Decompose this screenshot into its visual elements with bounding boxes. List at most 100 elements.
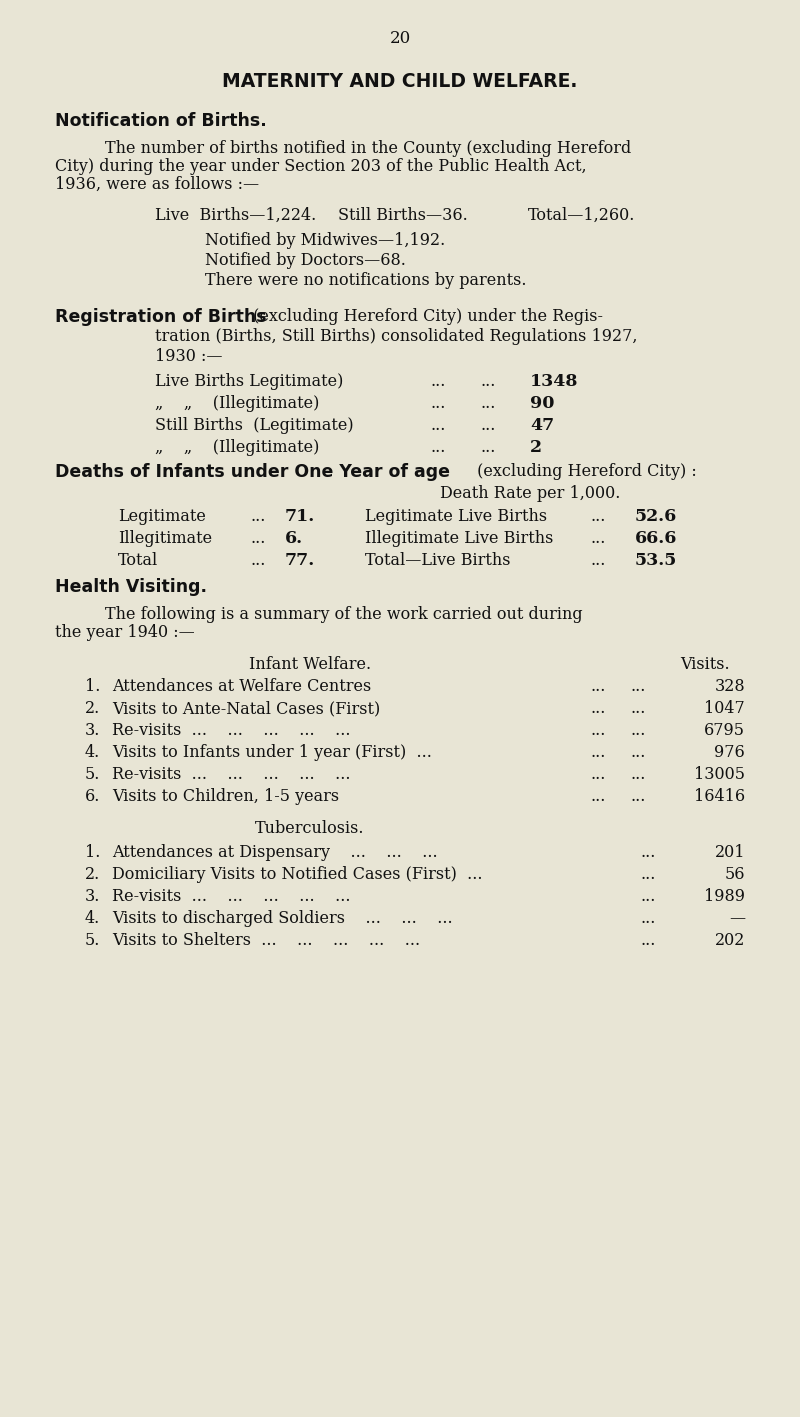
Text: ...: ...	[630, 788, 646, 805]
Text: 202: 202	[714, 932, 745, 949]
Text: 53.5: 53.5	[635, 553, 678, 570]
Text: ...: ...	[640, 845, 655, 862]
Text: ...: ...	[430, 373, 446, 390]
Text: —: —	[729, 910, 745, 927]
Text: 77.: 77.	[285, 553, 315, 570]
Text: Still Births—36.: Still Births—36.	[338, 207, 468, 224]
Text: Re-visits  ...    ...    ...    ...    ...: Re-visits ... ... ... ... ...	[112, 723, 350, 740]
Text: Legitimate: Legitimate	[118, 509, 206, 526]
Text: 5.: 5.	[85, 932, 100, 949]
Text: ...: ...	[630, 767, 646, 784]
Text: ...: ...	[640, 932, 655, 949]
Text: Domiciliary Visits to Notified Cases (First)  ...: Domiciliary Visits to Notified Cases (Fi…	[112, 866, 482, 883]
Text: 201: 201	[714, 845, 745, 862]
Text: 1989: 1989	[704, 888, 745, 905]
Text: 6795: 6795	[704, 723, 745, 740]
Text: 6.: 6.	[285, 530, 303, 547]
Text: ...: ...	[630, 723, 646, 740]
Text: Visits to Infants under 1 year (First)  ...: Visits to Infants under 1 year (First) .…	[112, 744, 432, 761]
Text: Notification of Births.: Notification of Births.	[55, 112, 266, 130]
Text: ...: ...	[590, 788, 606, 805]
Text: Deaths of Infants under One Year of age: Deaths of Infants under One Year of age	[55, 463, 450, 480]
Text: ...: ...	[430, 439, 446, 456]
Text: ...: ...	[430, 417, 446, 434]
Text: 47: 47	[530, 417, 554, 434]
Text: Notified by Doctors—68.: Notified by Doctors—68.	[205, 252, 406, 269]
Text: 13005: 13005	[694, 767, 745, 784]
Text: (excluding Hereford City) under the Regis-: (excluding Hereford City) under the Regi…	[248, 307, 603, 324]
Text: ...: ...	[590, 530, 606, 547]
Text: ...: ...	[590, 677, 606, 694]
Text: MATERNITY AND CHILD WELFARE.: MATERNITY AND CHILD WELFARE.	[222, 72, 578, 91]
Text: Legitimate Live Births: Legitimate Live Births	[365, 509, 547, 526]
Text: 4.: 4.	[85, 910, 100, 927]
Text: ...: ...	[640, 866, 655, 883]
Text: Still Births  (Legitimate): Still Births (Legitimate)	[155, 417, 354, 434]
Text: ...: ...	[630, 677, 646, 694]
Text: ...: ...	[590, 700, 606, 717]
Text: ...: ...	[480, 395, 495, 412]
Text: ...: ...	[640, 888, 655, 905]
Text: 66.6: 66.6	[635, 530, 678, 547]
Text: Infant Welfare.: Infant Welfare.	[249, 656, 371, 673]
Text: 1047: 1047	[704, 700, 745, 717]
Text: 1348: 1348	[530, 373, 578, 390]
Text: 4.: 4.	[85, 744, 100, 761]
Text: Re-visits  ...    ...    ...    ...    ...: Re-visits ... ... ... ... ...	[112, 888, 350, 905]
Text: ...: ...	[480, 373, 495, 390]
Text: Notified by Midwives—1,192.: Notified by Midwives—1,192.	[205, 232, 446, 249]
Text: The number of births notified in the County (excluding Hereford: The number of births notified in the Cou…	[105, 140, 631, 157]
Text: the year 1940 :—: the year 1940 :—	[55, 623, 194, 640]
Text: 1930 :—: 1930 :—	[155, 349, 222, 366]
Text: 3.: 3.	[85, 723, 100, 740]
Text: 6.: 6.	[85, 788, 100, 805]
Text: 71.: 71.	[285, 509, 315, 526]
Text: 16416: 16416	[694, 788, 745, 805]
Text: Death Rate per 1,000.: Death Rate per 1,000.	[440, 485, 620, 502]
Text: ...: ...	[590, 744, 606, 761]
Text: Visits to Shelters  ...    ...    ...    ...    ...: Visits to Shelters ... ... ... ... ...	[112, 932, 420, 949]
Text: Total—Live Births: Total—Live Births	[365, 553, 510, 570]
Text: ...: ...	[590, 509, 606, 526]
Text: tration (Births, Still Births) consolidated Regulations 1927,: tration (Births, Still Births) consolida…	[155, 327, 638, 344]
Text: ...: ...	[480, 417, 495, 434]
Text: 52.6: 52.6	[635, 509, 678, 526]
Text: ...: ...	[590, 767, 606, 784]
Text: ...: ...	[630, 700, 646, 717]
Text: Tuberculosis.: Tuberculosis.	[255, 820, 365, 837]
Text: City) during the year under Section 203 of the Public Health Act,: City) during the year under Section 203 …	[55, 159, 586, 176]
Text: Illegitimate: Illegitimate	[118, 530, 212, 547]
Text: 976: 976	[714, 744, 745, 761]
Text: Visits.: Visits.	[680, 656, 730, 673]
Text: 2.: 2.	[85, 700, 100, 717]
Text: 5.: 5.	[85, 767, 100, 784]
Text: ...: ...	[250, 553, 266, 570]
Text: ...: ...	[250, 509, 266, 526]
Text: Health Visiting.: Health Visiting.	[55, 578, 207, 597]
Text: Visits to Children, 1-5 years: Visits to Children, 1-5 years	[112, 788, 339, 805]
Text: (excluding Hereford City) :: (excluding Hereford City) :	[472, 463, 697, 480]
Text: 90: 90	[530, 395, 554, 412]
Text: Total—1,260.: Total—1,260.	[528, 207, 635, 224]
Text: Live Births Legitimate): Live Births Legitimate)	[155, 373, 343, 390]
Text: Visits to Ante-Natal Cases (First): Visits to Ante-Natal Cases (First)	[112, 700, 380, 717]
Text: Re-visits  ...    ...    ...    ...    ...: Re-visits ... ... ... ... ...	[112, 767, 350, 784]
Text: „    „    (Illegitimate): „ „ (Illegitimate)	[155, 439, 319, 456]
Text: Live  Births—1,224.: Live Births—1,224.	[155, 207, 316, 224]
Text: Attendances at Dispensary    ...    ...    ...: Attendances at Dispensary ... ... ...	[112, 845, 438, 862]
Text: Attendances at Welfare Centres: Attendances at Welfare Centres	[112, 677, 371, 694]
Text: The following is a summary of the work carried out during: The following is a summary of the work c…	[105, 606, 582, 623]
Text: 1936, were as follows :—: 1936, were as follows :—	[55, 176, 259, 193]
Text: „    „    (Illegitimate): „ „ (Illegitimate)	[155, 395, 319, 412]
Text: 3.: 3.	[85, 888, 100, 905]
Text: ...: ...	[590, 723, 606, 740]
Text: There were no notifications by parents.: There were no notifications by parents.	[205, 272, 526, 289]
Text: 56: 56	[725, 866, 745, 883]
Text: Visits to discharged Soldiers    ...    ...    ...: Visits to discharged Soldiers ... ... ..…	[112, 910, 453, 927]
Text: ...: ...	[480, 439, 495, 456]
Text: ...: ...	[430, 395, 446, 412]
Text: ...: ...	[640, 910, 655, 927]
Text: Registration of Births: Registration of Births	[55, 307, 266, 326]
Text: Total: Total	[118, 553, 158, 570]
Text: ...: ...	[250, 530, 266, 547]
